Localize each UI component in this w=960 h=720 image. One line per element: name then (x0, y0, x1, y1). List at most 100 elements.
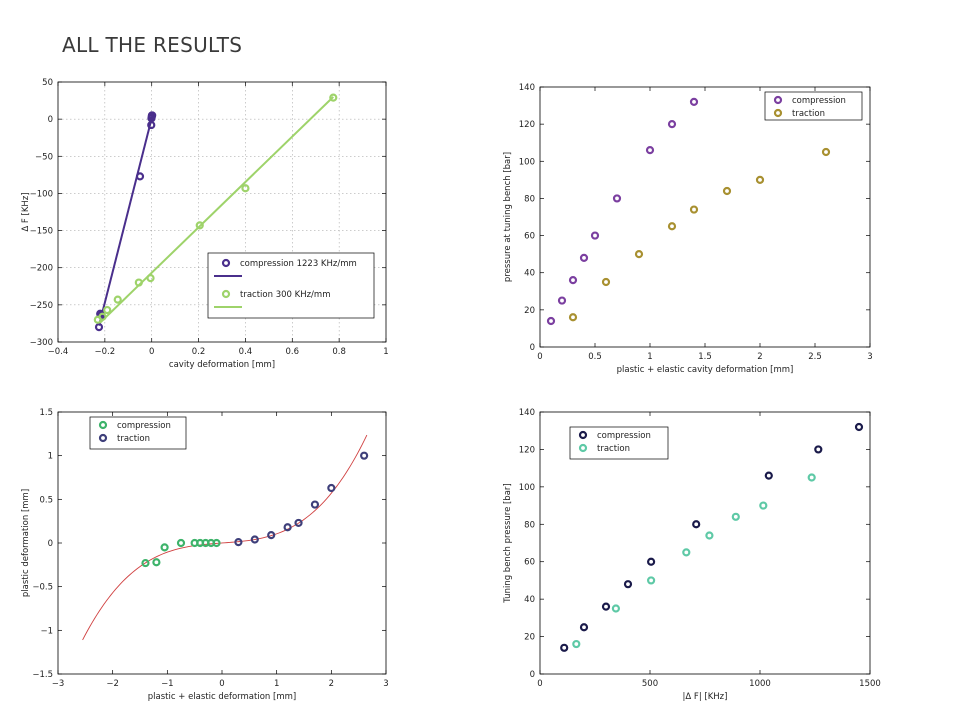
y-tick-label: −150 (30, 227, 53, 237)
x-tick-label: −1 (161, 679, 174, 689)
data-point-series-0 (212, 538, 221, 548)
data-point-series-0 (764, 471, 773, 480)
x-tick-label: −2 (106, 679, 119, 689)
x-tick-label: 0 (149, 347, 154, 357)
y-tick-label: −200 (30, 264, 53, 274)
legend-label-1: traction (597, 444, 630, 454)
y-tick-label: 1 (48, 452, 53, 462)
data-point-series-0 (814, 445, 823, 454)
y-tick-label: 80 (524, 520, 535, 530)
data-point-series-0 (692, 520, 701, 529)
x-tick-label: 1500 (859, 679, 881, 689)
x-tick-label: 1.5 (698, 352, 712, 362)
y-tick-label: 140 (519, 408, 535, 418)
data-point-series-1 (113, 295, 122, 304)
y-tick-label: −250 (30, 301, 53, 311)
x-tick-label: 1 (274, 679, 279, 689)
data-point-series-1 (634, 250, 644, 259)
y-tick-label: −300 (30, 338, 53, 348)
x-axis-label: plastic + elastic deformation [mm] (148, 692, 296, 702)
data-point-series-1 (98, 312, 107, 321)
data-point-series-1 (146, 274, 155, 283)
y-tick-label: 20 (524, 306, 535, 316)
y-axis-label: Tuning bench pressure [bar] (503, 483, 513, 603)
plot-frame (539, 86, 871, 348)
legend-marker-1 (578, 443, 588, 453)
data-point-series-1 (821, 147, 831, 157)
data-point-series-0 (601, 602, 611, 611)
y-tick-label: 40 (524, 269, 535, 279)
legend-marker-1 (773, 108, 783, 118)
data-point-series-1 (755, 175, 765, 184)
data-point-series-0 (560, 643, 569, 652)
x-tick-label: 0 (219, 679, 224, 689)
y-tick-label: 50 (42, 78, 53, 88)
y-tick-label: 0.5 (39, 495, 53, 505)
data-point-series-1 (329, 93, 338, 102)
x-tick-label: 0.4 (239, 347, 253, 357)
legend-label-0: compression (597, 431, 651, 441)
y-tick-label: 60 (524, 232, 535, 242)
chart-pressure-vs-abs-delta-f: 0 500 1000 1500 0 20 40 60 80 100 120 140 |Δ F| [KHz… (503, 408, 881, 702)
slide-title: ALL THE RESULTS (62, 33, 243, 57)
data-point-series-0 (141, 558, 150, 568)
y-tick-label: −0.5 (32, 583, 53, 593)
data-point-series-0 (546, 316, 556, 326)
legend-label-1: traction (117, 434, 150, 444)
x-tick-label: −0.2 (95, 347, 116, 357)
legend-marker-1 (98, 433, 108, 443)
y-tick-label: 40 (524, 595, 535, 605)
y-tick-label: 120 (519, 445, 535, 455)
legend-label-1: traction (792, 109, 825, 119)
x-tick-label: 1 (647, 352, 652, 362)
legend-label-1: traction 300 KHz/mm (240, 290, 330, 300)
x-tick-label: 0.6 (286, 347, 300, 357)
y-tick-label: 0 (530, 670, 535, 680)
chart-plastic-vs-total-deformation: −3 −2 −1 0 1 2 3 −1.5 −1 −0.5 0 0.5 1 1.5 plastic + el… (21, 408, 389, 702)
data-point-series-0 (568, 276, 578, 285)
x-axis-label: plastic + elastic cavity deformation [mm… (617, 365, 794, 375)
data-point-series-1 (327, 483, 336, 493)
data-point-series-0 (689, 97, 699, 106)
data-point-series-1 (705, 531, 714, 540)
legend-marker-1 (221, 289, 231, 299)
x-tick-label: 2.5 (808, 352, 822, 362)
x-tick-label: 500 (642, 679, 658, 689)
y-tick-label: −50 (35, 152, 53, 162)
x-tick-label: 1000 (749, 679, 771, 689)
legend-label-0: compression (117, 421, 171, 431)
data-point-series-1 (103, 305, 112, 315)
x-tick-label: −0.4 (48, 347, 69, 357)
x-tick-label: 3 (867, 352, 872, 362)
data-point-series-1 (807, 473, 816, 482)
x-axis-label: |Δ F| [KHz] (683, 692, 728, 702)
data-point-series-1 (611, 604, 621, 613)
data-point-series-1 (310, 500, 320, 509)
legend-label-0: compression (792, 96, 846, 106)
x-tick-label: 2 (329, 679, 334, 689)
data-point-series-1 (689, 205, 699, 214)
legend-marker-0 (98, 420, 108, 430)
y-tick-label: 120 (519, 120, 535, 130)
data-point-series-0 (854, 422, 864, 432)
data-point-series-0 (647, 557, 656, 566)
y-axis-label: plastic deformation [mm] (21, 489, 31, 597)
data-point-series-0 (612, 194, 622, 203)
y-tick-label: 100 (519, 157, 535, 167)
data-point-series-0 (667, 120, 677, 129)
y-tick-label: −100 (30, 189, 53, 199)
x-tick-label: 2 (757, 352, 762, 362)
legend-marker-0 (578, 430, 588, 440)
data-point-series-0 (645, 146, 655, 155)
data-point-series-1 (267, 531, 276, 540)
data-point-series-1 (360, 451, 369, 460)
data-point-series-0 (590, 231, 600, 240)
data-point-series-1 (572, 639, 581, 649)
y-tick-label: 1.5 (39, 408, 53, 418)
data-point-series-1 (568, 313, 578, 322)
y-tick-label: 140 (519, 83, 535, 93)
data-point-series-1 (250, 535, 259, 544)
y-tick-label: −1.5 (32, 670, 53, 680)
y-axis-label: Δ F [KHz] (21, 192, 31, 231)
x-tick-label: −3 (52, 679, 65, 689)
